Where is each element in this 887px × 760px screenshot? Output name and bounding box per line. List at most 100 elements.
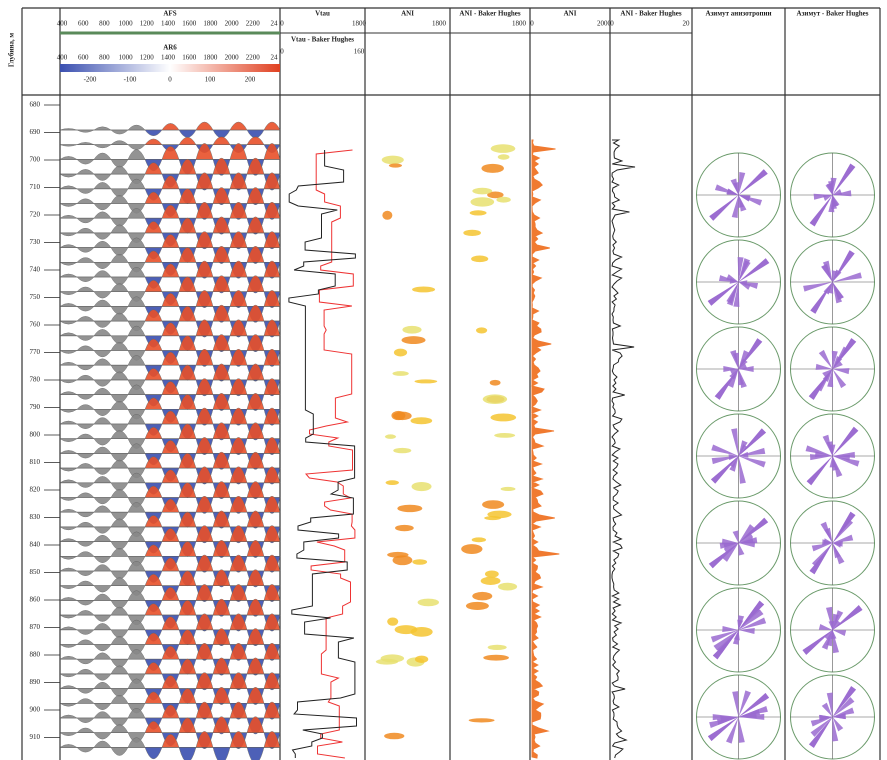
- scale-label: 0: [280, 48, 284, 56]
- depth-label: 700: [30, 156, 41, 164]
- depth-label: 890: [30, 678, 41, 686]
- scale-label: 2200: [246, 20, 261, 28]
- track-title: Vtau: [315, 10, 330, 18]
- scale-label: 1800: [432, 20, 447, 28]
- blob: [412, 559, 427, 565]
- scale-label: 1400: [161, 54, 176, 62]
- scale-label: 1800: [352, 20, 367, 28]
- scale-label: 2000: [225, 20, 240, 28]
- blob: [386, 480, 399, 485]
- blob: [490, 414, 516, 422]
- blob: [481, 164, 503, 173]
- scale-label: 20: [683, 20, 691, 28]
- track-title: Vtau - Baker Hughes: [291, 36, 354, 44]
- depth-label: 860: [30, 596, 41, 604]
- depth-label: 790: [30, 403, 41, 411]
- blob: [498, 583, 517, 591]
- depth-label: 680: [30, 101, 41, 109]
- blob: [496, 197, 510, 203]
- scale-label: 1800: [203, 54, 218, 62]
- depth-title: Глубина, м: [8, 33, 16, 68]
- blob: [491, 144, 516, 153]
- blob: [470, 197, 494, 206]
- scale-label: 1000: [119, 20, 134, 28]
- scale-label: 600: [78, 54, 89, 62]
- blob: [397, 505, 422, 512]
- scale-label: 2200: [246, 54, 261, 62]
- scale-label: 1600: [182, 54, 197, 62]
- blob: [387, 617, 398, 625]
- blob: [488, 645, 507, 650]
- scale-label: 160: [354, 48, 365, 56]
- scale-label: 0: [280, 20, 284, 28]
- blob: [393, 448, 411, 453]
- scale-label: 0: [168, 76, 172, 84]
- depth-label: 800: [30, 431, 41, 439]
- color-bar: [60, 64, 280, 72]
- blob: [393, 412, 412, 421]
- scale-label: 800: [99, 20, 110, 28]
- blob: [481, 577, 501, 585]
- blob: [382, 156, 404, 165]
- blob: [402, 326, 421, 334]
- blob: [483, 394, 507, 404]
- track-title: ANI: [564, 10, 577, 18]
- blob: [463, 230, 481, 236]
- depth-label: 730: [30, 238, 41, 246]
- blob: [498, 154, 510, 159]
- track-title: AFS: [163, 10, 176, 18]
- blob: [412, 287, 435, 293]
- blob: [394, 349, 407, 357]
- scale-label: 1800: [203, 20, 218, 28]
- scale-label: 1400: [161, 20, 176, 28]
- depth-label: 830: [30, 513, 41, 521]
- blob: [415, 656, 428, 663]
- log-display: Глубина, м 68069070071072073074075076077…: [0, 0, 887, 760]
- depth-label: 770: [30, 348, 41, 356]
- blob: [472, 537, 486, 542]
- scale-label: 400: [57, 20, 68, 28]
- depth-label: 870: [30, 623, 41, 631]
- blob: [387, 552, 408, 558]
- blob: [501, 487, 516, 491]
- depth-label: 820: [30, 486, 41, 494]
- blob: [461, 544, 482, 554]
- depth-label: 690: [30, 128, 41, 136]
- blob: [412, 482, 432, 491]
- blob: [402, 336, 426, 344]
- blob: [476, 327, 487, 333]
- depth-label: 780: [30, 376, 41, 384]
- track-title: AR6: [163, 44, 177, 52]
- depth-label: 880: [30, 651, 41, 659]
- depth-label: 740: [30, 266, 41, 274]
- blob: [469, 718, 495, 722]
- blob: [466, 602, 489, 610]
- scale-label: 400: [57, 54, 68, 62]
- blob: [385, 434, 396, 438]
- scale-label: 1200: [140, 20, 155, 28]
- blob: [411, 417, 433, 424]
- scale-label: 0: [610, 20, 614, 28]
- track-title: Азимут анизотропии: [705, 10, 771, 18]
- blob: [483, 655, 509, 661]
- scale-label: 800: [99, 54, 110, 62]
- depth-label: 810: [30, 458, 41, 466]
- depth-label: 850: [30, 568, 41, 576]
- depth-label: 910: [30, 733, 41, 741]
- track-title: ANI - Baker Hughes: [459, 10, 520, 18]
- scale-label: 200: [245, 76, 256, 84]
- track-title: Азимут - Baker Hughes: [797, 10, 869, 18]
- track-title: ANI: [401, 10, 414, 18]
- scale-label: 1800: [512, 20, 527, 28]
- blob: [381, 654, 405, 662]
- blob: [418, 599, 439, 607]
- depth-label: 760: [30, 321, 41, 329]
- depth-label: 900: [30, 706, 41, 714]
- blob: [382, 211, 392, 220]
- blob: [472, 188, 492, 195]
- blob: [485, 570, 499, 577]
- scale-label: 0: [530, 20, 534, 28]
- blob: [384, 733, 404, 740]
- scale-label: -200: [84, 76, 97, 84]
- scale-label: 24: [271, 54, 279, 62]
